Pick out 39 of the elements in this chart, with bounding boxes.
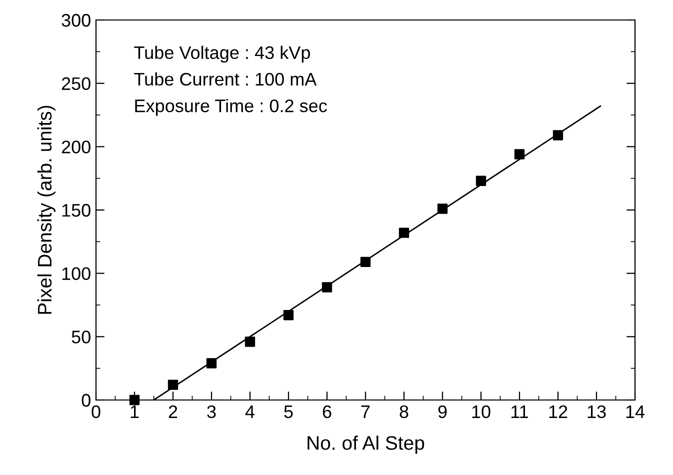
annotation: Tube Current : 100 mA: [134, 72, 317, 86]
point: [476, 176, 486, 186]
point: [514, 149, 525, 160]
point: [206, 358, 217, 368]
point: [283, 310, 294, 320]
x-tick-label: 4: [245, 406, 254, 418]
y-axis-title: Pixel Density (arb. units): [37, 106, 56, 314]
annotation: Tube Voltage : 43 kVp: [134, 46, 310, 63]
y-tick-label: 100: [62, 267, 90, 280]
x-tick-label: 8: [400, 405, 408, 418]
x-tick-label: 1: [130, 406, 139, 418]
x-tick-label: 2: [168, 405, 178, 418]
x-tick-label: 10: [472, 405, 490, 418]
y-tick-label: 150: [62, 204, 90, 217]
x-tick-label: 7: [361, 406, 370, 418]
point: [552, 130, 564, 140]
x-tick-label: 5: [284, 406, 293, 418]
x-axis-title: No. of Al Step: [308, 436, 424, 454]
y-tick-label: 200: [62, 140, 90, 154]
point: [322, 282, 332, 292]
x-tick-label: 13: [588, 405, 606, 418]
point: [398, 228, 410, 238]
x-tick-label: 9: [438, 405, 447, 418]
x-tick-label: 0: [92, 405, 100, 418]
y-tick-label: 0: [82, 394, 90, 407]
point: [437, 204, 448, 214]
point: [244, 336, 256, 347]
point: [360, 256, 371, 268]
x-tick-label: 6: [322, 405, 332, 418]
x-tick-label: 3: [207, 405, 216, 418]
x-tick-label: 11: [512, 406, 528, 418]
y-tick-label: 50: [72, 330, 90, 344]
y-tick-label: 250: [62, 77, 90, 90]
x-tick-label: 14: [626, 406, 645, 418]
y-tick-label: 300: [62, 14, 90, 27]
annotation: Exposure Time : 0.2 sec: [135, 98, 327, 116]
point: [129, 394, 140, 406]
x-tick-label: 12: [549, 405, 568, 418]
point: [168, 380, 178, 390]
